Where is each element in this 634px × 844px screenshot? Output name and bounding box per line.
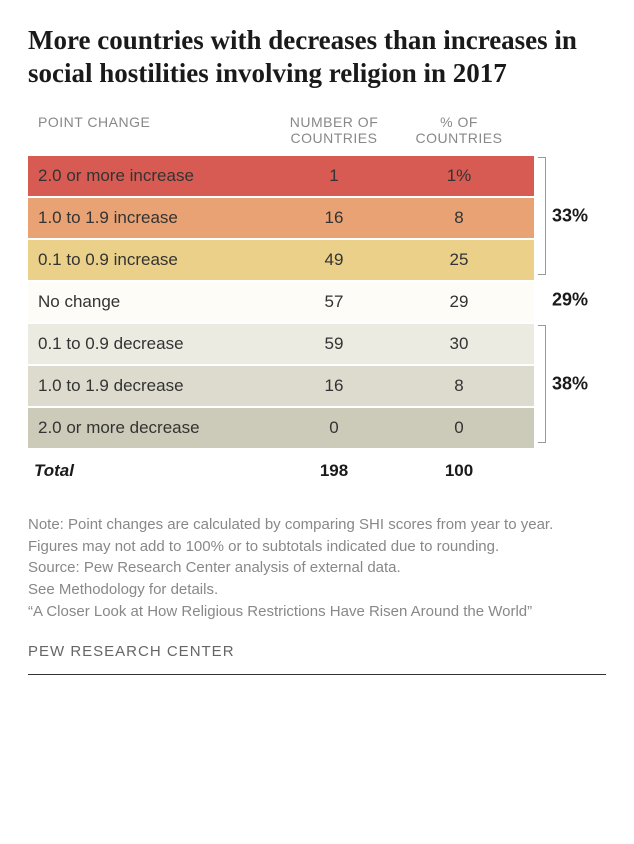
table-row: 1.0 to 1.9 increase168 <box>28 198 534 238</box>
total-pct: 100 <box>400 461 518 481</box>
table-row: 2.0 or more decrease00 <box>28 408 534 448</box>
row-percent: 8 <box>400 208 518 228</box>
table-row: 1.0 to 1.9 decrease168 <box>28 366 534 406</box>
row-number: 16 <box>268 208 400 228</box>
total-num: 198 <box>268 461 400 481</box>
row-label: 2.0 or more increase <box>28 166 268 186</box>
row-percent: 25 <box>400 250 518 270</box>
bracket-total-label: 33% <box>552 205 588 226</box>
row-label: 0.1 to 0.9 decrease <box>28 334 268 354</box>
row-percent: 8 <box>400 376 518 396</box>
note-line: Note: Point changes are calculated by co… <box>28 514 606 558</box>
row-number: 57 <box>268 292 400 312</box>
data-table: POINT CHANGE NUMBER OF COUNTRIES % OF CO… <box>28 114 534 492</box>
grouping-bracket <box>538 325 546 443</box>
note-line: See Methodology for details. <box>28 579 606 601</box>
row-label: 2.0 or more decrease <box>28 418 268 438</box>
bracket-total-label: 38% <box>552 373 588 394</box>
table-header-row: POINT CHANGE NUMBER OF COUNTRIES % OF CO… <box>28 114 534 156</box>
chart-notes: Note: Point changes are calculated by co… <box>28 514 606 623</box>
row-percent: 0 <box>400 418 518 438</box>
table-total-row: Total 198 100 <box>28 450 534 492</box>
row-label: 1.0 to 1.9 decrease <box>28 376 268 396</box>
row-number: 0 <box>268 418 400 438</box>
header-pct-countries: % OF COUNTRIES <box>400 114 518 146</box>
note-line: Source: Pew Research Center analysis of … <box>28 557 606 579</box>
source-attribution: PEW RESEARCH CENTER <box>28 643 606 675</box>
row-number: 1 <box>268 166 400 186</box>
note-line: “A Closer Look at How Religious Restrict… <box>28 601 606 623</box>
table-container: POINT CHANGE NUMBER OF COUNTRIES % OF CO… <box>28 114 606 492</box>
table-row: 2.0 or more increase11% <box>28 156 534 196</box>
chart-title: More countries with decreases than incre… <box>28 24 606 90</box>
bracket-column: 33% 29% 38% <box>534 154 606 448</box>
bracket-total-label: 29% <box>552 289 588 310</box>
table-row: No change5729 <box>28 282 534 322</box>
row-number: 59 <box>268 334 400 354</box>
row-number: 16 <box>268 376 400 396</box>
row-percent: 1% <box>400 166 518 186</box>
total-label: Total <box>28 461 268 481</box>
row-number: 49 <box>268 250 400 270</box>
row-label: No change <box>28 292 268 312</box>
header-point-change: POINT CHANGE <box>28 114 268 146</box>
row-label: 1.0 to 1.9 increase <box>28 208 268 228</box>
header-number-countries: NUMBER OF COUNTRIES <box>268 114 400 146</box>
table-row: 0.1 to 0.9 increase4925 <box>28 240 534 280</box>
row-label: 0.1 to 0.9 increase <box>28 250 268 270</box>
grouping-bracket <box>538 157 546 275</box>
table-row: 0.1 to 0.9 decrease5930 <box>28 324 534 364</box>
row-percent: 29 <box>400 292 518 312</box>
row-percent: 30 <box>400 334 518 354</box>
